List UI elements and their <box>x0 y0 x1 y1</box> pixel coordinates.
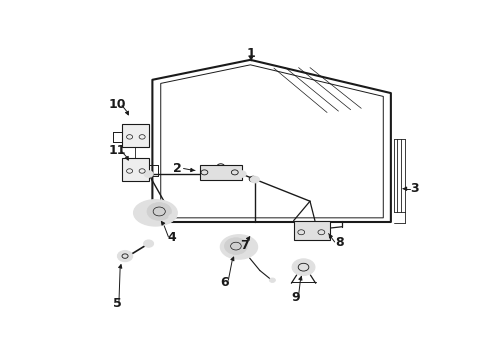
Circle shape <box>250 176 260 183</box>
FancyBboxPatch shape <box>200 165 242 180</box>
Circle shape <box>224 238 247 255</box>
Text: 11: 11 <box>109 144 126 157</box>
Text: 7: 7 <box>241 239 249 252</box>
Text: 2: 2 <box>173 162 182 175</box>
Text: 9: 9 <box>292 291 300 304</box>
Circle shape <box>292 259 315 275</box>
Text: 4: 4 <box>167 231 176 244</box>
FancyBboxPatch shape <box>122 158 149 181</box>
Text: 3: 3 <box>411 182 419 195</box>
Circle shape <box>237 171 246 177</box>
Circle shape <box>118 251 133 262</box>
Circle shape <box>169 214 176 220</box>
FancyBboxPatch shape <box>122 124 149 147</box>
Text: 6: 6 <box>220 276 229 289</box>
Circle shape <box>147 203 172 220</box>
Text: 10: 10 <box>109 98 126 111</box>
Circle shape <box>270 278 275 283</box>
Ellipse shape <box>220 235 258 259</box>
Text: 1: 1 <box>247 47 255 60</box>
Text: 5: 5 <box>113 297 122 310</box>
Text: 8: 8 <box>336 236 344 249</box>
Ellipse shape <box>134 200 177 226</box>
Circle shape <box>144 240 153 247</box>
Circle shape <box>136 204 144 210</box>
Circle shape <box>144 171 153 177</box>
FancyBboxPatch shape <box>294 221 330 240</box>
